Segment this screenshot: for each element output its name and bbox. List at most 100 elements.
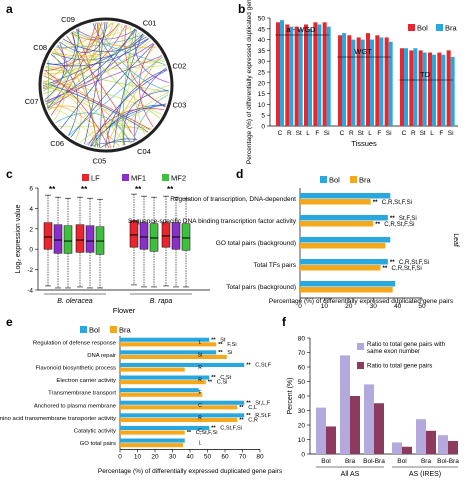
bar-bol bbox=[300, 237, 391, 243]
bar-bol bbox=[120, 337, 210, 342]
legend-label: Bol bbox=[329, 176, 340, 185]
bar-tissue-letter: R bbox=[198, 378, 202, 384]
bar-bra bbox=[326, 26, 331, 126]
tissue-annotation: C,L bbox=[248, 405, 257, 411]
x-axis-title: Tissues bbox=[351, 139, 377, 148]
synteny-link bbox=[113, 33, 143, 148]
x-tick-label: F bbox=[439, 130, 443, 137]
box-mf2 bbox=[181, 223, 191, 251]
x-tick-label: 40 bbox=[394, 303, 402, 310]
y-tick-label: 5 bbox=[261, 113, 265, 120]
x-tick-label: 40 bbox=[186, 453, 194, 460]
bar-bol bbox=[294, 26, 299, 126]
synteny-link bbox=[104, 54, 162, 149]
synteny-link bbox=[45, 22, 114, 68]
x-axis-title: Percentage (%) of differentially express… bbox=[98, 468, 283, 475]
synteny-link bbox=[57, 34, 145, 57]
bar-series-0 bbox=[438, 435, 448, 454]
bar-series-0 bbox=[416, 419, 426, 454]
category-label: Anchored to plasma membrane bbox=[34, 403, 117, 409]
category-label: Electron carrier activity bbox=[56, 378, 116, 384]
synteny-link bbox=[134, 29, 170, 83]
bar-series-1 bbox=[426, 430, 436, 454]
tissue-annotation: C,R bbox=[248, 418, 258, 424]
tissue-annotation: St bbox=[220, 337, 226, 343]
significance-marker: ** bbox=[218, 342, 223, 348]
legend-label: Bra bbox=[359, 176, 372, 185]
x-tick-label: C bbox=[278, 130, 283, 137]
synteny-link bbox=[47, 105, 82, 141]
bar-bra bbox=[300, 199, 371, 205]
box-mf1 bbox=[171, 222, 181, 250]
bar-tissue-letter: C bbox=[198, 403, 202, 409]
bar-bol bbox=[322, 22, 327, 126]
bar-bol bbox=[437, 52, 442, 127]
x-tick-label: Bra bbox=[345, 458, 356, 465]
legend-label: MF1 bbox=[131, 174, 146, 183]
bar-bol bbox=[304, 24, 308, 127]
tissue-annotation: C,St,F,Si bbox=[220, 426, 242, 432]
bar-bol bbox=[120, 400, 245, 405]
category-label: GO total pairs bbox=[80, 441, 116, 447]
bar-bra bbox=[404, 48, 408, 126]
y-tick-label: 50 bbox=[298, 379, 306, 386]
synteny-link bbox=[112, 92, 169, 148]
category-label: Total pairs (background) bbox=[226, 284, 296, 291]
bar-bra bbox=[298, 28, 303, 126]
bar-bra bbox=[360, 39, 365, 126]
bar-bol bbox=[285, 24, 290, 127]
synteny-link bbox=[53, 49, 96, 148]
bar-series-1 bbox=[326, 426, 336, 454]
tissue-annotation: R,St,F bbox=[255, 413, 271, 419]
legend-label-line: same exon number bbox=[367, 348, 420, 355]
box-mf1 bbox=[139, 222, 149, 250]
significance-marker: ** bbox=[373, 199, 378, 206]
significance-marker: ** bbox=[375, 221, 380, 228]
group-label: a - WGD bbox=[286, 25, 316, 34]
synteny-link bbox=[51, 52, 164, 63]
bar-bra bbox=[432, 54, 436, 126]
tissue-annotation: C,R,St,F,Si bbox=[382, 199, 412, 206]
y-tick-label: 50 bbox=[258, 16, 266, 23]
synteny-link bbox=[45, 22, 112, 103]
significance-marker: ** bbox=[211, 337, 216, 343]
legend-swatch bbox=[436, 24, 443, 31]
group-label: TD bbox=[420, 70, 431, 79]
bar-series-0 bbox=[392, 442, 402, 454]
y-tick-label: 0 bbox=[29, 247, 33, 254]
bar-bol bbox=[366, 33, 370, 127]
significance-marker: ** bbox=[246, 413, 251, 419]
synteny-link bbox=[68, 56, 163, 136]
synteny-link bbox=[44, 22, 102, 71]
significance-marker: ** bbox=[390, 259, 395, 266]
panel-letter-d: d bbox=[236, 167, 243, 181]
significance-marker: ** bbox=[239, 405, 244, 411]
synteny-link bbox=[45, 40, 151, 105]
significance-marker: ** bbox=[390, 215, 395, 222]
bar-bol bbox=[338, 35, 342, 126]
x-tick-label: L bbox=[306, 130, 310, 137]
category-label: Transmembrane transport bbox=[48, 391, 116, 397]
category-label: Total TFs pairs bbox=[253, 262, 296, 269]
y-tick-label: 6 bbox=[29, 186, 33, 193]
box-mf1 bbox=[53, 224, 63, 254]
synteny-link bbox=[42, 82, 97, 148]
x-tick-label: 10 bbox=[321, 303, 329, 310]
y-axis-title: Percentage (%) of differentially express… bbox=[246, 0, 253, 164]
bar-bol bbox=[418, 50, 423, 126]
bar-bol bbox=[375, 35, 380, 126]
bar-tissue-letter: R bbox=[198, 415, 202, 421]
y-tick-label: 20 bbox=[298, 423, 306, 430]
x-tick-label: Bol bbox=[321, 458, 331, 465]
group-label: All AS bbox=[341, 471, 360, 478]
chart-c-flower-boxplot: -4 -2 0 2 4 6 ** ** ** ** B. oleracea B. rapa Flower… bbox=[15, 174, 210, 315]
y-tick-label: 15 bbox=[258, 91, 266, 98]
x-tick-label: 0 bbox=[118, 453, 122, 460]
x-tick-label: St bbox=[358, 130, 364, 137]
tissue-annotation: St,F,Si bbox=[399, 215, 417, 222]
bar-bol bbox=[446, 50, 451, 126]
x-axis-title: Flower bbox=[113, 306, 136, 315]
synteny-link bbox=[42, 82, 149, 133]
bar-bol bbox=[300, 215, 388, 221]
x-tick-label: 20 bbox=[345, 303, 353, 310]
